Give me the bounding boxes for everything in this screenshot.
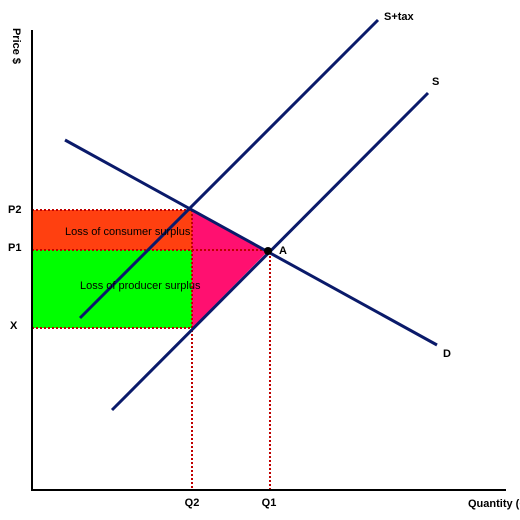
equilibrium-point (264, 247, 272, 255)
quantity-label: Q2 (185, 497, 200, 509)
price-label: P2 (8, 204, 21, 216)
x-axis-label: Quantity (Q) (468, 498, 520, 510)
curve-label: D (443, 348, 451, 360)
region-label: Loss of consumer surplus (65, 226, 191, 238)
region-label: Loss of producer surplus (80, 280, 201, 292)
price-label: P1 (8, 242, 21, 254)
consumer-loss-area (32, 210, 192, 250)
price-label: X (10, 320, 18, 332)
producer-loss-area (32, 250, 192, 328)
supply-tax-curve (78, 18, 380, 320)
quantity-label: Q1 (262, 497, 277, 509)
curve-label: S (432, 76, 439, 88)
demand-curve (64, 138, 438, 347)
y-axis-label: Price $ (10, 28, 22, 64)
curve-label: S+tax (384, 11, 415, 23)
deadweight-loss (192, 210, 268, 328)
point-label: A (279, 245, 287, 257)
